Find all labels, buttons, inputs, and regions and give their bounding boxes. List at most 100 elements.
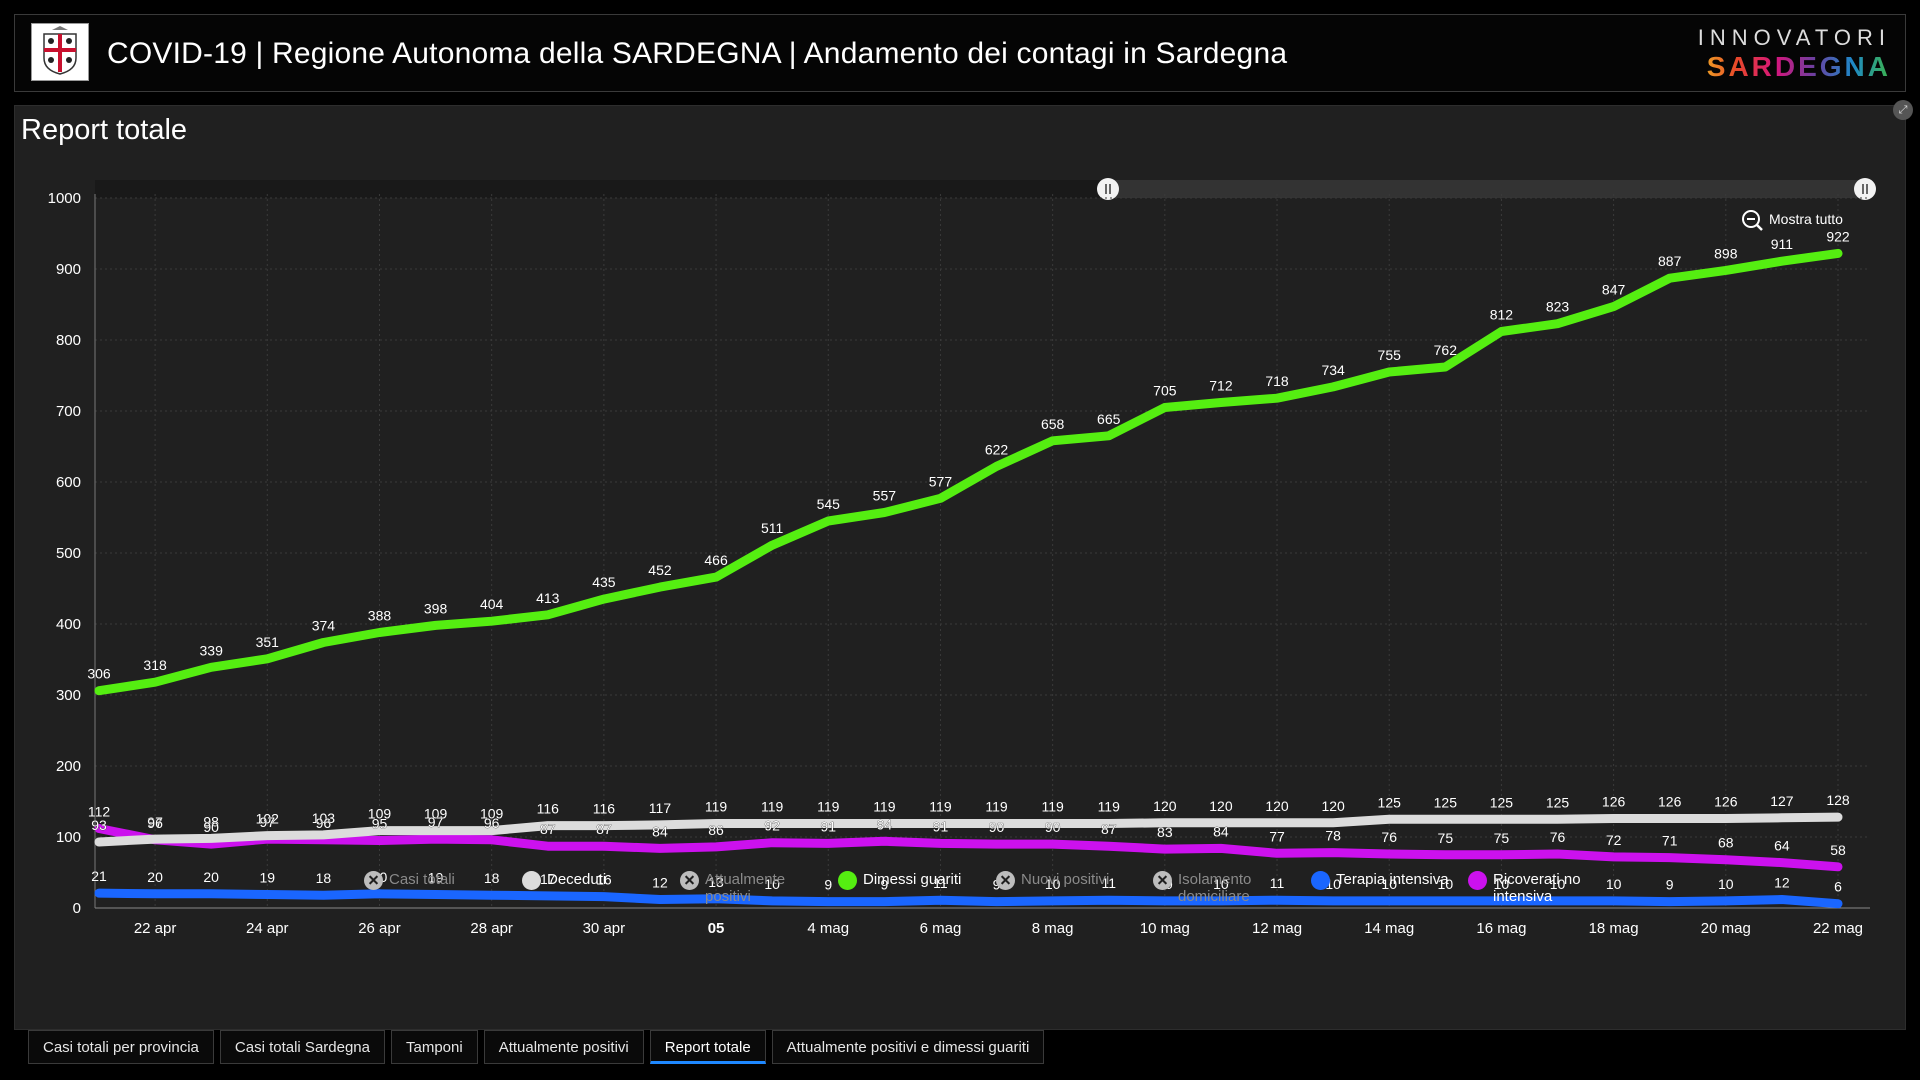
data-label-ricoverati-no-intensiva: 97 bbox=[260, 814, 276, 830]
data-label-dimessi-guariti: 398 bbox=[424, 600, 448, 616]
data-label-deceduti: 126 bbox=[1658, 794, 1682, 810]
data-label-deceduti: 127 bbox=[1770, 793, 1794, 809]
data-label-dimessi-guariti: 812 bbox=[1490, 306, 1514, 322]
legend-item-dimessi-guariti[interactable]: Dimessi guariti bbox=[838, 871, 961, 890]
data-label-terapia-intensiva: 11 bbox=[1101, 875, 1116, 891]
y-tick-label: 900 bbox=[56, 261, 81, 278]
data-label-terapia-intensiva: 18 bbox=[484, 870, 500, 886]
legend-item-deceduti[interactable]: Deceduti bbox=[522, 871, 606, 890]
data-label-dimessi-guariti: 306 bbox=[87, 666, 111, 682]
brand-bottom-text: SARDEGNA bbox=[1698, 51, 1891, 83]
data-label-ricoverati-no-intensiva: 97 bbox=[428, 814, 444, 830]
legend-item-isolamento-domiciliare[interactable]: Isolamento domiciliare bbox=[1153, 871, 1298, 905]
data-label-dimessi-guariti: 557 bbox=[873, 488, 897, 504]
data-label-dimessi-guariti: 658 bbox=[1041, 416, 1065, 432]
data-label-dimessi-guariti: 911 bbox=[1771, 236, 1794, 252]
data-label-ricoverati-no-intensiva: 87 bbox=[596, 821, 612, 837]
legend-item-casi-totali[interactable]: Casi totali bbox=[364, 871, 455, 890]
range-slider-handle[interactable] bbox=[1854, 178, 1876, 200]
legend-label: Nuovi positivi bbox=[1021, 871, 1110, 888]
x-tick-label: 6 mag bbox=[920, 920, 962, 937]
data-label-ricoverati-no-intensiva: 76 bbox=[1381, 829, 1397, 845]
show-all-button[interactable]: Mostra tutto bbox=[1742, 210, 1843, 231]
handle-grip-icon bbox=[1109, 184, 1111, 194]
zoom-out-icon bbox=[1742, 210, 1760, 228]
legend-item-attualmente-positivi[interactable]: Attualmente positivi bbox=[680, 871, 825, 905]
data-label-ricoverati-no-intensiva: 95 bbox=[372, 816, 388, 832]
x-tick-label: 14 mag bbox=[1364, 920, 1414, 937]
data-label-ricoverati-no-intensiva: 71 bbox=[1662, 833, 1678, 849]
data-label-ricoverati-no-intensiva: 86 bbox=[708, 822, 724, 838]
data-label-dimessi-guariti: 577 bbox=[929, 473, 953, 489]
data-label-deceduti: 119 bbox=[817, 799, 840, 815]
data-label-ricoverati-no-intensiva: 96 bbox=[147, 815, 163, 831]
tab-report-totale[interactable]: Report totale bbox=[649, 1030, 766, 1064]
tab-attualmente-positivi-e-dimessi-guariti[interactable]: Attualmente positivi e dimessi guariti bbox=[771, 1030, 1045, 1064]
data-label-terapia-intensiva: 20 bbox=[147, 869, 163, 885]
x-tick-label: 26 apr bbox=[358, 920, 401, 937]
data-label-ricoverati-no-intensiva: 90 bbox=[989, 819, 1005, 835]
data-label-terapia-intensiva: 12 bbox=[1774, 874, 1790, 890]
data-label-dimessi-guariti: 823 bbox=[1546, 299, 1570, 315]
expand-icon[interactable]: ⤢ bbox=[1893, 100, 1913, 120]
data-label-terapia-intensiva: 10 bbox=[1606, 876, 1622, 892]
data-label-ricoverati-no-intensiva: 72 bbox=[1606, 832, 1622, 848]
data-label-ricoverati-no-intensiva: 87 bbox=[540, 821, 556, 837]
tab-tamponi[interactable]: Tamponi bbox=[391, 1030, 478, 1064]
data-label-deceduti: 97 bbox=[147, 814, 163, 830]
data-label-deceduti: 109 bbox=[424, 806, 448, 822]
data-label-deceduti: 109 bbox=[480, 806, 504, 822]
data-label-deceduti: 125 bbox=[1378, 794, 1402, 810]
data-label-terapia-intensiva: 10 bbox=[1381, 876, 1397, 892]
legend-disabled-icon bbox=[680, 871, 699, 890]
x-tick-label: 4 mag bbox=[807, 920, 849, 937]
data-label-ricoverati-no-intensiva: 78 bbox=[1325, 828, 1341, 844]
handle-grip-icon bbox=[1105, 184, 1107, 194]
y-tick-label: 200 bbox=[56, 758, 81, 775]
handle-grip-icon bbox=[1862, 184, 1864, 194]
x-tick-label: 10 mag bbox=[1140, 920, 1190, 937]
panel-title: Report totale bbox=[21, 114, 188, 146]
show-all-label: Mostra tutto bbox=[1769, 211, 1843, 227]
tab-casi-totali-per-provincia[interactable]: Casi totali per provincia bbox=[28, 1030, 214, 1064]
handle-grip-icon bbox=[1866, 184, 1868, 194]
tab-casi-totali-sardegna[interactable]: Casi totali Sardegna bbox=[219, 1030, 385, 1064]
data-label-terapia-intensiva: 10 bbox=[1718, 876, 1734, 892]
brand-top-text: INNOVATORI bbox=[1697, 25, 1891, 50]
x-tick-label: 05 bbox=[708, 920, 725, 937]
coat-of-arms-icon bbox=[43, 26, 77, 75]
legend-label: Ricoverati no intensiva bbox=[1493, 871, 1581, 905]
legend-item-nuovi-positivi[interactable]: Nuovi positivi bbox=[996, 871, 1109, 890]
data-label-deceduti: 119 bbox=[985, 799, 1008, 815]
data-label-dimessi-guariti: 545 bbox=[817, 496, 841, 512]
data-label-deceduti: 109 bbox=[368, 806, 392, 822]
data-label-deceduti: 119 bbox=[705, 799, 728, 815]
legend-marker-icon bbox=[1311, 871, 1330, 890]
y-tick-label: 600 bbox=[56, 474, 81, 491]
zoom-out-icon-handle bbox=[1756, 224, 1763, 231]
tab-attualmente-positivi[interactable]: Attualmente positivi bbox=[483, 1030, 644, 1064]
data-label-deceduti: 116 bbox=[593, 801, 616, 817]
legend-item-ricoverati-no-intensiva[interactable]: Ricoverati no intensiva bbox=[1468, 871, 1613, 905]
data-label-dimessi-guariti: 339 bbox=[200, 642, 224, 658]
data-label-dimessi-guariti: 665 bbox=[1097, 411, 1121, 427]
chart-legend: Casi totali Deceduti Attualmente positivi D… bbox=[0, 865, 1920, 915]
data-label-ricoverati-no-intensiva: 64 bbox=[1774, 838, 1790, 854]
data-label-terapia-intensiva: 10 bbox=[764, 876, 780, 892]
data-label-ricoverati-no-intensiva: 58 bbox=[1830, 842, 1846, 858]
range-slider-handle[interactable] bbox=[1097, 178, 1119, 200]
series-line-deceduti bbox=[94, 812, 1843, 847]
data-label-terapia-intensiva: 19 bbox=[260, 870, 276, 886]
data-label-terapia-intensiva: 19 bbox=[428, 870, 444, 886]
x-tick-label: 28 apr bbox=[470, 920, 513, 937]
data-label-deceduti: 126 bbox=[1602, 794, 1626, 810]
legend-item-terapia-intensiva[interactable]: Terapia intensiva bbox=[1311, 871, 1449, 890]
data-label-ricoverati-no-intensiva: 112 bbox=[88, 803, 111, 819]
y-tick-label: 0 bbox=[73, 900, 81, 917]
data-label-dimessi-guariti: 351 bbox=[256, 634, 280, 650]
data-label-deceduti: 119 bbox=[1041, 799, 1064, 815]
series-line-ricoverati-no-intensiva bbox=[94, 824, 1843, 872]
data-label-ricoverati-no-intensiva: 77 bbox=[1269, 828, 1285, 844]
x-tick-label: 22 apr bbox=[134, 920, 177, 937]
data-label-ricoverati-no-intensiva: 91 bbox=[933, 818, 949, 834]
